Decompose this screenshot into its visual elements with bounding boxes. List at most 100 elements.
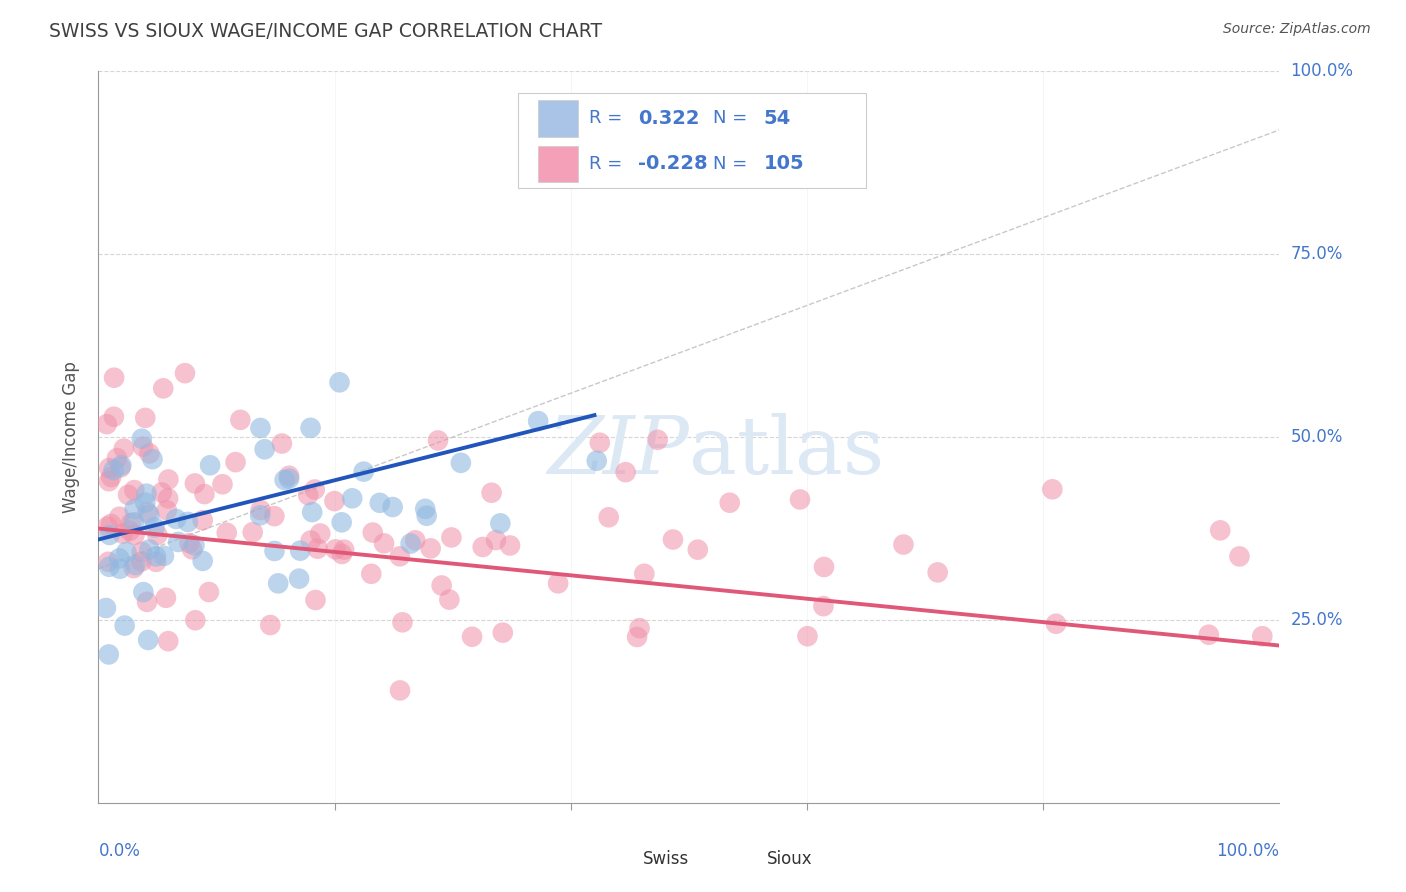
Point bbox=[103, 370, 125, 384]
Point bbox=[330, 516, 353, 530]
Point bbox=[136, 595, 159, 609]
Point bbox=[97, 474, 120, 488]
Point bbox=[225, 455, 247, 469]
Point bbox=[328, 376, 350, 390]
Point bbox=[585, 454, 607, 468]
Point bbox=[1209, 524, 1232, 538]
Point bbox=[138, 508, 160, 522]
Point bbox=[1229, 549, 1251, 564]
Point bbox=[1251, 629, 1274, 643]
Text: Source: ZipAtlas.com: Source: ZipAtlas.com bbox=[1223, 22, 1371, 37]
Text: N =: N = bbox=[713, 110, 752, 128]
Point bbox=[301, 505, 323, 519]
Point bbox=[100, 516, 122, 531]
Point bbox=[415, 508, 437, 523]
Point bbox=[156, 503, 179, 517]
Point bbox=[103, 409, 125, 424]
Point bbox=[391, 615, 413, 630]
Text: Sioux: Sioux bbox=[766, 850, 813, 868]
Point bbox=[413, 501, 436, 516]
Point bbox=[215, 525, 238, 540]
Point bbox=[108, 509, 131, 524]
Point bbox=[304, 483, 326, 497]
Point bbox=[100, 470, 122, 484]
Point bbox=[153, 549, 176, 563]
Point bbox=[633, 566, 655, 581]
Point bbox=[325, 542, 347, 557]
Point bbox=[1045, 616, 1067, 631]
Point bbox=[1198, 628, 1220, 642]
Point bbox=[388, 549, 411, 564]
Point bbox=[307, 541, 329, 556]
Text: SWISS VS SIOUX WAGE/INCOME GAP CORRELATION CHART: SWISS VS SIOUX WAGE/INCOME GAP CORRELATI… bbox=[49, 22, 602, 41]
Point bbox=[135, 486, 157, 500]
Point bbox=[813, 599, 835, 614]
Point bbox=[211, 477, 233, 491]
Point bbox=[381, 500, 404, 514]
Point bbox=[789, 492, 811, 507]
Point bbox=[647, 433, 669, 447]
FancyBboxPatch shape bbox=[723, 847, 761, 871]
Point bbox=[323, 494, 346, 508]
Text: 0.322: 0.322 bbox=[638, 109, 700, 128]
Point bbox=[353, 465, 375, 479]
Point bbox=[136, 632, 159, 647]
Point bbox=[589, 435, 612, 450]
Point bbox=[103, 463, 125, 477]
Point bbox=[299, 533, 322, 548]
FancyBboxPatch shape bbox=[599, 847, 637, 871]
Point bbox=[177, 515, 200, 529]
Text: R =: R = bbox=[589, 110, 627, 128]
Point bbox=[290, 543, 312, 558]
Text: 105: 105 bbox=[763, 154, 804, 173]
Point bbox=[198, 458, 221, 473]
Point bbox=[229, 413, 252, 427]
Text: 50.0%: 50.0% bbox=[1291, 428, 1343, 446]
Text: N =: N = bbox=[713, 155, 752, 173]
Point bbox=[131, 554, 153, 568]
Point bbox=[143, 520, 166, 534]
Point bbox=[111, 526, 134, 541]
Text: 100.0%: 100.0% bbox=[1216, 842, 1279, 860]
Point bbox=[263, 544, 285, 558]
Point bbox=[399, 536, 422, 550]
Text: 54: 54 bbox=[763, 109, 790, 128]
Point bbox=[132, 440, 155, 454]
Point bbox=[927, 566, 949, 580]
Point bbox=[155, 591, 177, 605]
Point bbox=[813, 560, 835, 574]
Point bbox=[98, 528, 121, 542]
Text: atlas: atlas bbox=[689, 413, 884, 491]
Point bbox=[97, 648, 120, 662]
FancyBboxPatch shape bbox=[517, 94, 866, 188]
Point bbox=[419, 541, 441, 556]
Point bbox=[145, 549, 167, 564]
Point bbox=[259, 618, 281, 632]
Point bbox=[108, 551, 131, 566]
Point bbox=[373, 536, 395, 550]
Point bbox=[157, 491, 180, 506]
Point bbox=[278, 468, 301, 483]
Point bbox=[152, 381, 174, 395]
Point bbox=[288, 572, 311, 586]
Point bbox=[389, 683, 412, 698]
Point bbox=[527, 414, 550, 428]
Point bbox=[134, 496, 156, 510]
Point bbox=[191, 554, 214, 568]
Point bbox=[122, 561, 145, 575]
Point bbox=[404, 533, 426, 548]
Point bbox=[183, 538, 205, 552]
Point bbox=[198, 585, 221, 599]
Point bbox=[686, 542, 709, 557]
Point bbox=[124, 528, 146, 542]
Point bbox=[368, 496, 391, 510]
Point bbox=[471, 540, 494, 554]
Point bbox=[662, 533, 685, 547]
Point bbox=[97, 555, 120, 569]
Point bbox=[481, 485, 503, 500]
Point bbox=[342, 491, 364, 506]
Point bbox=[122, 516, 145, 530]
Point bbox=[461, 630, 484, 644]
Point bbox=[489, 516, 512, 531]
Point bbox=[179, 536, 201, 550]
